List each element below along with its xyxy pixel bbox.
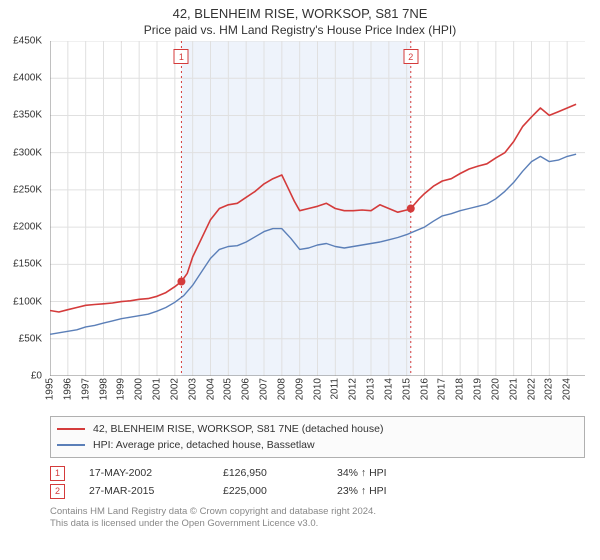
x-tick-label: 2010 xyxy=(312,378,323,400)
x-tick-label: 2024 xyxy=(562,378,573,400)
y-axis-labels: £0£50K£100K£150K£200K£250K£300K£350K£400… xyxy=(0,41,46,376)
y-tick-label: £0 xyxy=(31,371,42,382)
x-tick-label: 1997 xyxy=(80,378,91,400)
sale-date: 17-MAY-2002 xyxy=(89,467,199,479)
x-tick-label: 2017 xyxy=(437,378,448,400)
titles: 42, BLENHEIM RISE, WORKSOP, S81 7NE Pric… xyxy=(0,0,600,41)
x-tick-label: 2023 xyxy=(544,378,555,400)
sales-table: 1 17-MAY-2002 £126,950 34% ↑ HPI 2 27-MAR-201… xyxy=(50,464,585,500)
sale-marker: 1 xyxy=(50,466,65,481)
y-tick-label: £100K xyxy=(13,296,42,307)
y-tick-label: £450K xyxy=(13,36,42,47)
sale-marker: 2 xyxy=(50,484,65,499)
x-tick-label: 2001 xyxy=(152,378,163,400)
x-tick-label: 2013 xyxy=(366,378,377,400)
x-tick-label: 1996 xyxy=(62,378,73,400)
attribution-line1: Contains HM Land Registry data © Crown c… xyxy=(50,506,585,518)
y-tick-label: £200K xyxy=(13,222,42,233)
y-tick-label: £350K xyxy=(13,110,42,121)
x-tick-label: 2020 xyxy=(490,378,501,400)
y-tick-label: £50K xyxy=(19,333,42,344)
event-marker: 1 xyxy=(174,49,189,64)
x-tick-label: 2008 xyxy=(276,378,287,400)
legend-label-property: 42, BLENHEIM RISE, WORKSOP, S81 7NE (det… xyxy=(93,423,383,435)
sale-delta: 34% ↑ HPI xyxy=(337,467,437,479)
x-tick-label: 2021 xyxy=(508,378,519,400)
sale-row: 1 17-MAY-2002 £126,950 34% ↑ HPI xyxy=(50,464,585,482)
x-tick-label: 1995 xyxy=(45,378,56,400)
x-tick-label: 2019 xyxy=(473,378,484,400)
legend-swatch-property xyxy=(57,428,85,430)
legend-row-hpi: HPI: Average price, detached house, Bass… xyxy=(57,437,578,453)
chart-area: £0£50K£100K£150K£200K£250K£300K£350K£400… xyxy=(50,41,585,376)
sale-price: £225,000 xyxy=(223,485,313,497)
x-tick-label: 2000 xyxy=(134,378,145,400)
x-tick-label: 2022 xyxy=(526,378,537,400)
title-sub: Price paid vs. HM Land Registry's House … xyxy=(0,21,600,41)
x-tick-label: 2007 xyxy=(259,378,270,400)
sale-price: £126,950 xyxy=(223,467,313,479)
y-tick-label: £250K xyxy=(13,184,42,195)
y-tick-label: £300K xyxy=(13,147,42,158)
x-tick-label: 2003 xyxy=(187,378,198,400)
x-tick-label: 2018 xyxy=(455,378,466,400)
x-tick-label: 2014 xyxy=(383,378,394,400)
x-tick-label: 2012 xyxy=(348,378,359,400)
x-tick-label: 2016 xyxy=(419,378,430,400)
chart-container: 42, BLENHEIM RISE, WORKSOP, S81 7NE Pric… xyxy=(0,0,600,560)
x-tick-label: 2015 xyxy=(401,378,412,400)
attribution-line2: This data is licensed under the Open Gov… xyxy=(50,518,585,530)
x-axis-labels: 1995199619971998199920002001200220032004… xyxy=(50,376,585,412)
sale-date: 27-MAR-2015 xyxy=(89,485,199,497)
x-tick-label: 2004 xyxy=(205,378,216,400)
title-main: 42, BLENHEIM RISE, WORKSOP, S81 7NE xyxy=(0,0,600,21)
legend-swatch-hpi xyxy=(57,444,85,446)
sale-row: 2 27-MAR-2015 £225,000 23% ↑ HPI xyxy=(50,482,585,500)
legend: 42, BLENHEIM RISE, WORKSOP, S81 7NE (det… xyxy=(50,416,585,458)
event-marker: 2 xyxy=(403,49,418,64)
x-tick-label: 2002 xyxy=(169,378,180,400)
x-tick-label: 2005 xyxy=(223,378,234,400)
x-tick-label: 2011 xyxy=(330,378,341,400)
sale-delta: 23% ↑ HPI xyxy=(337,485,437,497)
legend-label-hpi: HPI: Average price, detached house, Bass… xyxy=(93,439,315,451)
x-tick-label: 2009 xyxy=(294,378,305,400)
legend-row-property: 42, BLENHEIM RISE, WORKSOP, S81 7NE (det… xyxy=(57,421,578,437)
plot-svg xyxy=(50,41,585,376)
attribution: Contains HM Land Registry data © Crown c… xyxy=(50,506,585,530)
y-tick-label: £150K xyxy=(13,259,42,270)
x-tick-label: 1998 xyxy=(98,378,109,400)
y-tick-label: £400K xyxy=(13,73,42,84)
x-tick-label: 2006 xyxy=(241,378,252,400)
x-tick-label: 1999 xyxy=(116,378,127,400)
